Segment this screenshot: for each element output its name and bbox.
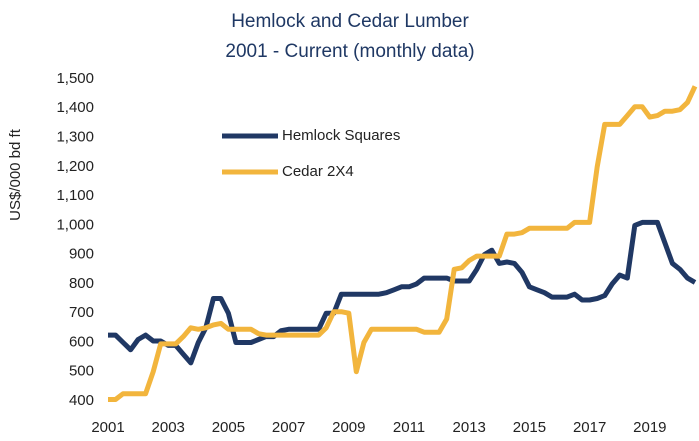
chart-title: Hemlock and Cedar Lumber bbox=[231, 11, 469, 32]
legend-label: Cedar 2X4 bbox=[282, 163, 354, 180]
x-tick-label: 2013 bbox=[453, 419, 486, 436]
x-tick-label: 2019 bbox=[633, 419, 666, 436]
x-tick-label: 2011 bbox=[393, 419, 425, 436]
y-tick-label: 1,400 bbox=[56, 99, 94, 116]
y-tick-label: 1,200 bbox=[56, 158, 94, 175]
x-tick-label: 2001 bbox=[91, 419, 124, 436]
x-tick-label: 2007 bbox=[272, 419, 305, 436]
legend-box bbox=[213, 117, 443, 191]
y-tick-label: 1,500 bbox=[56, 70, 94, 87]
series-line bbox=[108, 219, 697, 366]
y-tick-label: 800 bbox=[69, 275, 94, 292]
y-tick-label: 500 bbox=[69, 363, 94, 380]
y-tick-label: 700 bbox=[69, 304, 94, 321]
y-axis-label: US$/000 bd ft bbox=[7, 128, 24, 221]
x-tick-label: 2009 bbox=[332, 419, 365, 436]
y-tick-label: 400 bbox=[69, 392, 94, 409]
y-tick-label: 1,100 bbox=[56, 187, 94, 204]
x-tick-label: 2017 bbox=[573, 419, 606, 436]
chart-subtitle: 2001 - Current (monthly data) bbox=[225, 41, 474, 62]
x-tick-label: 2003 bbox=[152, 419, 185, 436]
x-tick-label: 2005 bbox=[212, 419, 245, 436]
y-tick-label: 1,000 bbox=[56, 216, 94, 233]
legend-label: Hemlock Squares bbox=[282, 127, 400, 144]
x-tick-label: 2015 bbox=[513, 419, 546, 436]
y-tick-label: 900 bbox=[69, 246, 94, 263]
y-tick-label: 600 bbox=[69, 333, 94, 350]
series-line bbox=[108, 85, 698, 402]
y-tick-label: 1,300 bbox=[56, 129, 94, 146]
